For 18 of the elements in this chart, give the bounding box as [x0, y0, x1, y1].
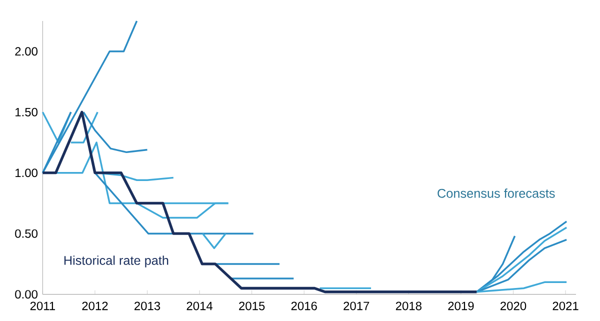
- x-tick-label: 2013: [134, 302, 160, 310]
- y-tick-label: 1.00: [16, 168, 38, 178]
- series-label: Historical rate path: [64, 256, 168, 268]
- x-tick-label: 2012: [82, 302, 108, 310]
- x-tick-label: 2019: [448, 302, 474, 310]
- x-tick-label: 2020: [500, 302, 526, 310]
- x-tick-label: 2016: [291, 302, 317, 310]
- x-tick-label: 2021: [552, 302, 578, 310]
- x-tick-label: 2018: [396, 302, 422, 310]
- y-tick-label: 2.00: [15, 47, 38, 56]
- y-tick-label: 0.00: [15, 290, 38, 299]
- x-tick-label: 2017: [344, 302, 370, 310]
- x-tick-label: 2014: [186, 302, 213, 310]
- x-tick-label: 2011: [30, 302, 55, 310]
- y-tick-label: 1.50: [16, 108, 38, 116]
- annotation: Consensus forecasts: [438, 188, 555, 198]
- y-tick-label: 0.50: [15, 229, 38, 238]
- x-tick-label: 2015: [239, 302, 265, 310]
